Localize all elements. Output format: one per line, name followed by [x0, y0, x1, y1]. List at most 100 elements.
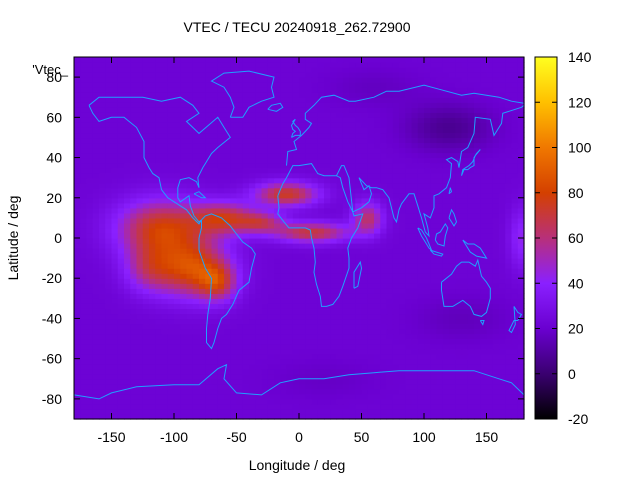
heatmap-cell: [380, 283, 388, 289]
heatmap-cell: [442, 403, 450, 410]
heatmap-cell: [217, 202, 225, 209]
heatmap-cell: [342, 107, 350, 113]
heatmap-cell: [386, 112, 394, 118]
heatmap-cell: [74, 222, 81, 229]
heatmap-cell: [342, 192, 350, 199]
heatmap-cell: [386, 147, 394, 154]
heatmap-cell: [186, 207, 194, 214]
heatmap-cell: [267, 338, 275, 345]
heatmap-cell: [486, 192, 494, 199]
heatmap-cell: [492, 283, 500, 289]
heatmap-cell: [224, 177, 231, 184]
heatmap-cell: [155, 278, 163, 284]
heatmap-cell: [430, 172, 438, 179]
heatmap-cell: [274, 253, 281, 259]
heatmap-cell: [86, 112, 94, 118]
heatmap-cell: [430, 403, 438, 410]
heatmap-cell: [386, 278, 394, 284]
heatmap-cell: [317, 338, 325, 345]
heatmap-cell: [424, 142, 431, 149]
heatmap-cell: [417, 303, 425, 309]
heatmap-cell: [142, 283, 150, 289]
heatmap-cell: [436, 348, 444, 355]
heatmap-cell: [80, 187, 88, 194]
heatmap-cell: [92, 328, 100, 335]
heatmap-cell: [86, 283, 94, 289]
heatmap-cell: [361, 157, 369, 164]
heatmap-cell: [267, 157, 275, 164]
heatmap-cell: [199, 202, 206, 209]
heatmap-cell: [180, 323, 188, 330]
heatmap-cell: [236, 383, 244, 390]
heatmap-cell: [149, 328, 156, 335]
heatmap-cell: [336, 162, 344, 169]
heatmap-cell: [417, 207, 425, 214]
heatmap-cell: [299, 192, 306, 199]
heatmap-cell: [192, 278, 200, 284]
heatmap-cell: [80, 303, 88, 309]
heatmap-cell: [405, 147, 413, 154]
heatmap-cell: [467, 273, 475, 279]
heatmap-cell: [517, 323, 525, 330]
heatmap-cell: [299, 258, 306, 264]
heatmap-cell: [324, 243, 331, 249]
heatmap-cell: [436, 378, 444, 385]
heatmap-cell: [186, 403, 194, 410]
heatmap-cell: [174, 283, 181, 289]
heatmap-cell: [136, 92, 144, 98]
heatmap-cell: [155, 147, 163, 154]
heatmap-cell: [92, 333, 100, 340]
heatmap-cell: [474, 152, 481, 159]
heatmap-cell: [224, 197, 231, 204]
heatmap-cell: [274, 353, 281, 360]
heatmap-cell: [111, 157, 119, 164]
heatmap-cell: [286, 197, 294, 204]
heatmap-cell: [317, 363, 325, 370]
heatmap-cell: [467, 313, 475, 320]
heatmap-cell: [467, 378, 475, 385]
heatmap-cell: [149, 308, 156, 315]
heatmap-cell: [205, 253, 213, 259]
heatmap-cell: [461, 197, 469, 204]
heatmap-cell: [405, 353, 413, 360]
heatmap-cell: [136, 368, 144, 375]
heatmap-cell: [142, 253, 150, 259]
heatmap-cell: [211, 353, 219, 360]
heatmap-cell: [136, 413, 144, 420]
heatmap-cell: [255, 403, 263, 410]
heatmap-cell: [511, 403, 519, 410]
heatmap-cell: [380, 87, 388, 93]
heatmap-cell: [511, 378, 519, 385]
heatmap-cell: [286, 162, 294, 169]
heatmap-cell: [261, 157, 269, 164]
heatmap-cell: [311, 238, 319, 244]
heatmap-cell: [467, 388, 475, 395]
heatmap-cell: [274, 122, 281, 128]
heatmap-cell: [474, 222, 481, 229]
heatmap-cell: [167, 202, 175, 209]
heatmap-cell: [374, 353, 381, 360]
heatmap-cell: [199, 263, 206, 269]
heatmap-cell: [205, 388, 213, 395]
heatmap-cell: [486, 353, 494, 360]
heatmap-cell: [486, 308, 494, 315]
heatmap-cell: [499, 202, 506, 209]
heatmap-cell: [149, 388, 156, 395]
heatmap-cell: [436, 157, 444, 164]
heatmap-cell: [386, 102, 394, 108]
heatmap-cell: [367, 132, 375, 139]
heatmap-cell: [492, 293, 500, 299]
heatmap-cell: [161, 403, 169, 410]
heatmap-cell: [399, 172, 406, 179]
heatmap-cell: [374, 358, 381, 365]
heatmap-cell: [424, 288, 431, 294]
heatmap-cell: [461, 232, 469, 239]
heatmap-cell: [249, 162, 256, 169]
heatmap-cell: [249, 368, 256, 375]
heatmap-cell: [417, 398, 425, 405]
heatmap-cell: [230, 142, 238, 149]
heatmap-cell: [130, 393, 138, 400]
heatmap-cell: [267, 117, 275, 123]
heatmap-cell: [217, 222, 225, 229]
heatmap-cell: [317, 157, 325, 164]
